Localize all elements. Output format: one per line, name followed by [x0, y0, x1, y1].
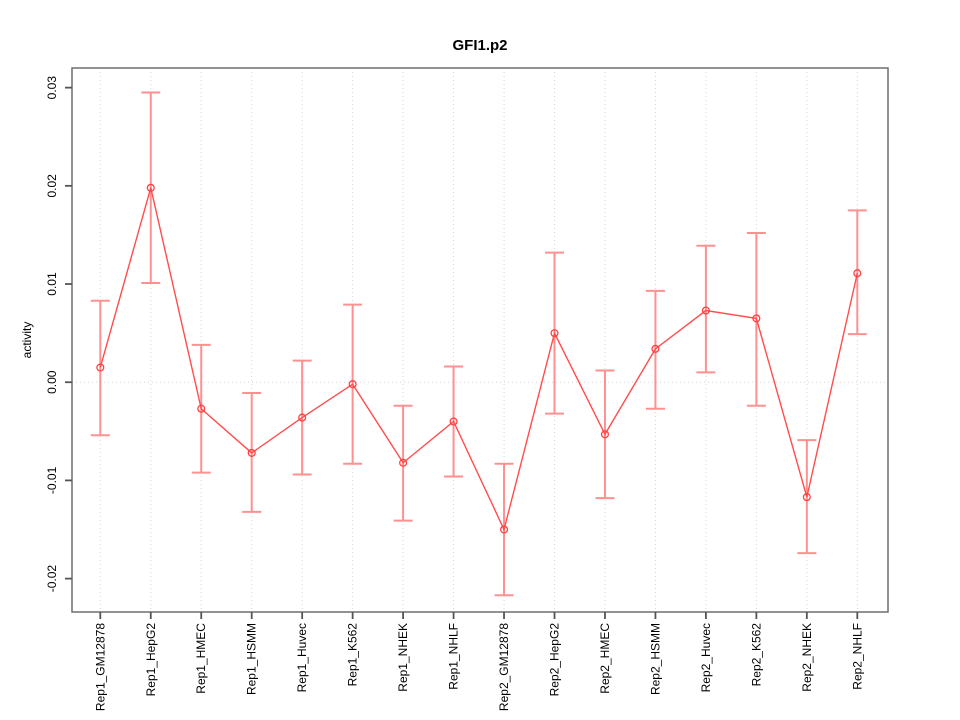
plot-border	[71, 67, 889, 613]
x-tick-label: Rep1_K562	[346, 623, 360, 687]
y-tick-label: -0.01	[45, 466, 59, 494]
y-tick-label: 0.00	[45, 370, 59, 394]
data-point-marker	[701, 306, 710, 315]
x-tick-label: Rep2_HepG2	[548, 623, 562, 697]
data-point-marker	[499, 525, 509, 534]
series-line	[99, 187, 858, 532]
x-tick-label: Rep1_HSMM	[245, 623, 259, 695]
x-tick-label: Rep2_K562	[749, 623, 763, 687]
data-point-marker	[853, 269, 862, 278]
data-point-marker	[348, 380, 357, 389]
data-point-marker	[399, 458, 408, 467]
x-tick-label: Rep2_NHLF	[850, 623, 864, 690]
data-point-marker	[449, 417, 458, 426]
data-point-marker	[600, 430, 610, 439]
x-tick-label: Rep1_HepG2	[144, 623, 158, 697]
y-tick-label: 0.01	[45, 272, 59, 296]
data-point-marker	[146, 183, 155, 192]
data-point-marker	[298, 413, 307, 422]
data-point-marker	[96, 363, 105, 372]
data-point-marker	[197, 404, 206, 413]
y-tick-label: 0.02	[45, 174, 59, 198]
x-tick-label: Rep2_Huvec	[699, 623, 713, 692]
x-tick-label: Rep2_GM12878	[497, 623, 511, 711]
x-tick-label: Rep1_NHEK	[396, 623, 410, 692]
y-tick-label: -0.02	[45, 565, 59, 593]
data-point-marker	[247, 448, 256, 457]
x-tick-label: Rep2_HMEC	[598, 623, 612, 694]
x-tick-label: Rep2_NHEK	[800, 623, 814, 692]
x-tick-label: Rep2_HSMM	[648, 623, 662, 695]
x-tick-label: Rep1_GM12878	[93, 623, 107, 711]
chart-title: GFI1.p2	[452, 37, 508, 54]
data-point-marker	[651, 344, 660, 353]
x-tick-label: Rep1_HMEC	[194, 623, 208, 694]
data-point-marker	[550, 329, 559, 338]
x-tick-label: Rep1_Huvec	[295, 623, 309, 692]
x-tick-label: Rep1_NHLF	[447, 623, 461, 690]
data-point-marker	[802, 493, 811, 502]
data-point-marker	[752, 314, 761, 323]
y-tick-label: 0.03	[45, 76, 59, 100]
